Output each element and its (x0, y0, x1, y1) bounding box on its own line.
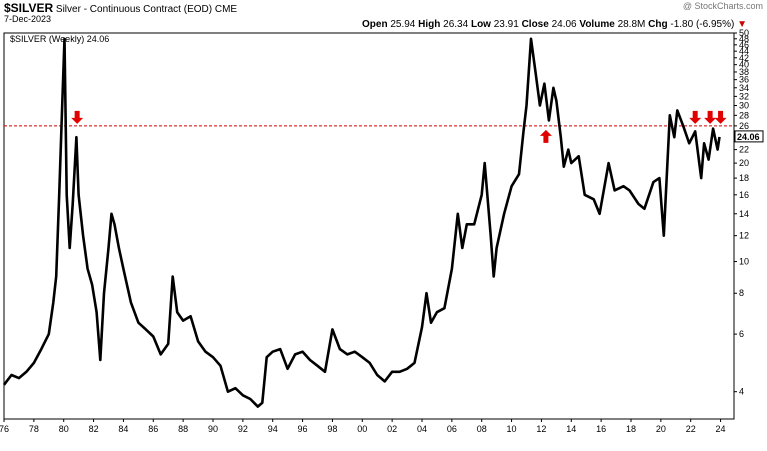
high-label: High (418, 19, 441, 30)
exchange: CME (214, 4, 238, 15)
ohlc-readout: Open 25.94 High 26.34 Low 23.91 Close 24… (362, 19, 747, 30)
y-tick-label: 4 (739, 387, 744, 397)
volume-label: Volume (579, 19, 615, 30)
chg-value: -1.80 (-6.95%) (670, 19, 735, 30)
x-tick-label: 14 (566, 424, 576, 434)
x-tick-label: 24 (716, 424, 726, 434)
date-label: 7-Dec-2023 (4, 14, 52, 24)
y-tick-label: 46 (739, 40, 749, 50)
x-tick-label: 02 (387, 424, 397, 434)
y-tick-label: 16 (739, 190, 749, 200)
y-tick-label: 42 (739, 53, 749, 63)
chg-down-icon: ▼ (737, 19, 747, 30)
y-tick-label: 44 (739, 46, 749, 56)
chart-title: $SILVER Silver - Continuous Contract (EO… (4, 1, 237, 15)
y-tick-label: 50 (739, 28, 749, 38)
y-tick-label: 8 (739, 288, 744, 298)
last-value-box (734, 130, 764, 143)
close-value: 24.06 (551, 19, 577, 30)
x-tick-label: 00 (357, 424, 367, 434)
x-axis: 76 78 80 82 84 86 88 90 92 94 96 98 00 02 04 06 08 10 12 14… (0, 419, 726, 434)
plot-frame (3, 32, 735, 420)
x-tick-label: 88 (178, 424, 188, 434)
last-value-badge: 24.06 (734, 130, 764, 143)
y-tick-label: 26 (739, 121, 749, 131)
description: Silver - Continuous Contract (EOD) (55, 4, 213, 15)
series-line (2, 37, 721, 408)
x-tick-label: 04 (417, 424, 427, 434)
y-tick-label: 36 (739, 75, 749, 85)
y-axis: 4681012141618202224262830323436384042444… (734, 28, 749, 397)
y-tick-label: 40 (739, 60, 749, 70)
y-tick-label: 6 (739, 329, 744, 339)
x-tick-label: 22 (686, 424, 696, 434)
x-tick-label: 20 (656, 424, 666, 434)
x-tick-label: 94 (268, 424, 278, 434)
x-tick-label: 78 (29, 424, 39, 434)
y-tick-label: 20 (739, 158, 749, 168)
stockcharts-watermark: @ StockCharts.com (682, 1, 763, 11)
low-value: 23.91 (493, 19, 519, 30)
y-tick-label: 32 (739, 91, 749, 101)
x-tick-label: 12 (536, 424, 546, 434)
x-tick-label: 92 (238, 424, 248, 434)
x-tick-label: 18 (626, 424, 636, 434)
x-tick-label: 08 (477, 424, 487, 434)
x-tick-label: 86 (148, 424, 158, 434)
open-value: 25.94 (390, 19, 416, 30)
x-tick-label: 96 (298, 424, 308, 434)
x-tick-label: 90 (208, 424, 218, 434)
open-label: Open (362, 19, 388, 30)
y-tick-label: 18 (739, 173, 749, 183)
chg-label: Chg (648, 19, 668, 30)
arrow-down-icon (689, 110, 702, 124)
symbol: $SILVER (4, 1, 54, 15)
y-tick-label: 30 (739, 101, 749, 111)
y-tick-label: 10 (739, 257, 749, 267)
x-tick-label: 84 (118, 424, 128, 434)
y-tick-label: 28 (739, 110, 749, 120)
arrow-down-icon (704, 110, 717, 124)
close-label: Close (521, 19, 549, 30)
low-label: Low (470, 19, 491, 30)
x-tick-label: 82 (89, 424, 99, 434)
arrow-down-icon (71, 110, 84, 124)
y-tick-label: 38 (739, 67, 749, 77)
y-tick-label: 22 (739, 145, 749, 155)
last-value-label: 24.06 (737, 132, 760, 142)
y-tick-label: 48 (739, 34, 749, 44)
y-tick-label: 34 (739, 83, 749, 93)
series-group (2, 37, 721, 408)
x-tick-label: 16 (596, 424, 606, 434)
arrows-group (71, 110, 727, 143)
x-tick-label: 06 (447, 424, 457, 434)
arrow-down-icon (714, 110, 727, 124)
volume-value: 28.8M (617, 19, 646, 30)
y-tick-label: 14 (739, 209, 749, 219)
arrow-up-icon (539, 129, 552, 143)
high-value: 26.34 (443, 19, 469, 30)
x-tick-label: 80 (59, 424, 69, 434)
x-tick-label: 10 (507, 424, 517, 434)
y-tick-label: 12 (739, 231, 749, 241)
legend-label: $SILVER (Weekly) 24.06 (10, 34, 109, 44)
x-tick-label: 98 (327, 424, 337, 434)
x-tick-label: 76 (0, 424, 9, 434)
